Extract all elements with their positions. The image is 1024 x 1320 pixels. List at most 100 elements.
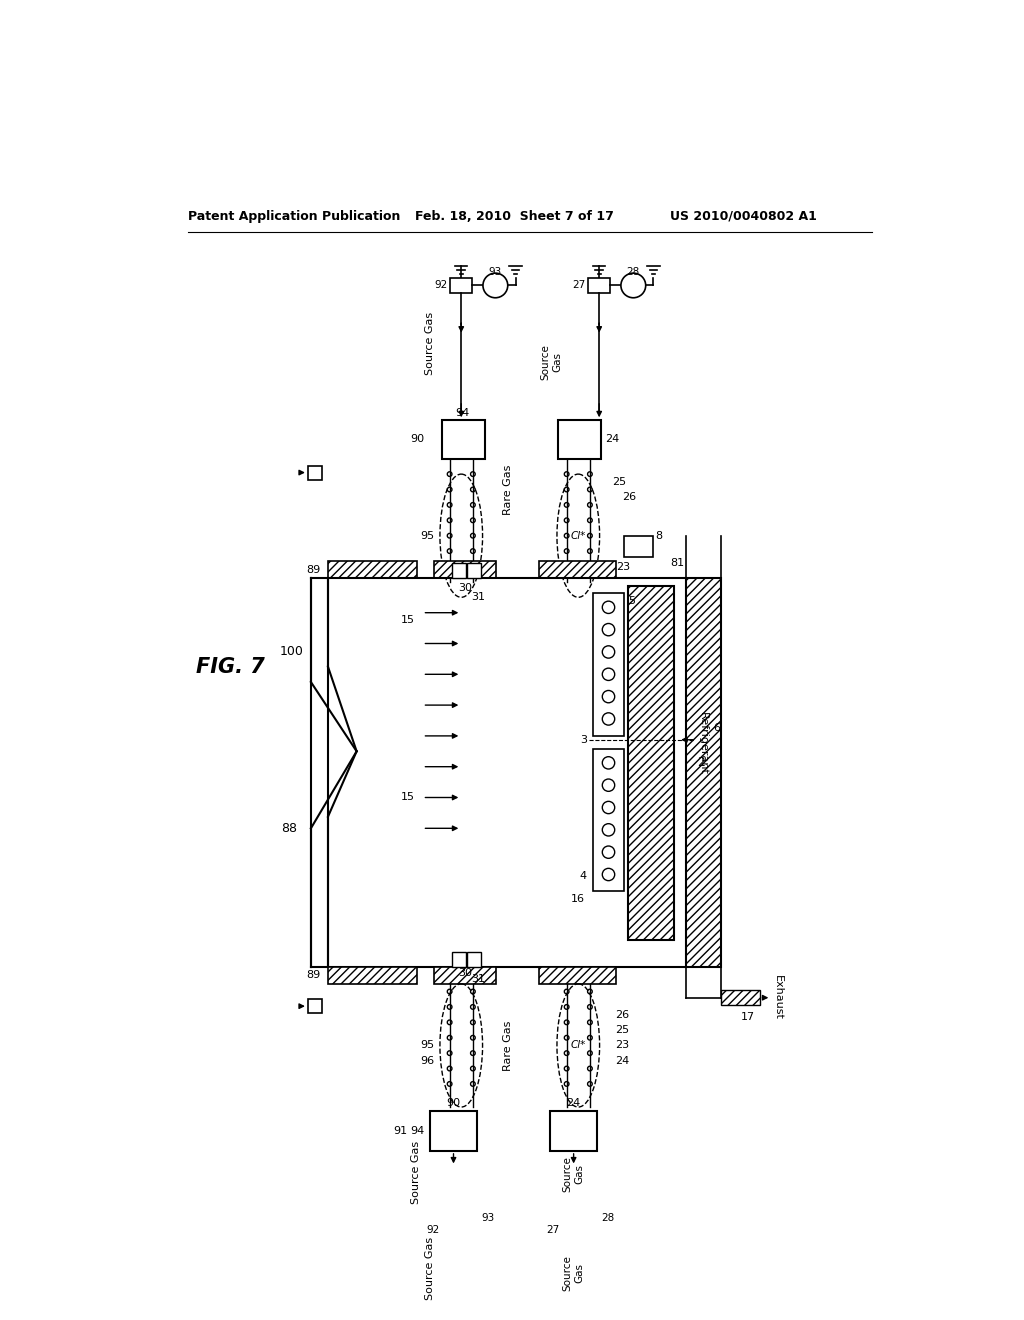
Circle shape: [588, 1020, 592, 1024]
Text: Source Gas: Source Gas: [425, 312, 435, 375]
Circle shape: [471, 1081, 475, 1086]
Circle shape: [471, 533, 475, 539]
Text: 16: 16: [571, 894, 586, 904]
Circle shape: [602, 668, 614, 681]
Circle shape: [471, 517, 475, 523]
Circle shape: [588, 487, 592, 492]
Circle shape: [588, 1051, 592, 1056]
Bar: [430, 1111, 477, 1151]
Text: US 2010/0040802 A1: US 2010/0040802 A1: [671, 210, 817, 223]
Circle shape: [471, 1005, 475, 1010]
Text: 31: 31: [471, 593, 485, 602]
Circle shape: [475, 1218, 500, 1242]
Text: Cl*: Cl*: [570, 531, 586, 541]
Circle shape: [564, 1067, 569, 1071]
Circle shape: [564, 471, 569, 477]
Circle shape: [588, 533, 592, 539]
Text: 23: 23: [614, 1040, 629, 1051]
Text: 93: 93: [488, 267, 502, 277]
Circle shape: [447, 487, 452, 492]
Text: 31: 31: [471, 974, 485, 985]
Text: 26: 26: [623, 492, 637, 502]
Text: 6: 6: [713, 723, 720, 733]
Text: 24: 24: [604, 434, 618, 445]
Circle shape: [588, 989, 592, 994]
Circle shape: [471, 549, 475, 553]
Bar: [308, 999, 322, 1014]
Text: 24: 24: [614, 1056, 629, 1065]
Circle shape: [602, 645, 614, 659]
Circle shape: [447, 549, 452, 553]
Circle shape: [602, 713, 614, 725]
Circle shape: [588, 1005, 592, 1010]
Text: 8: 8: [655, 531, 663, 541]
Text: 3: 3: [580, 735, 587, 744]
Bar: [452, 562, 466, 578]
Circle shape: [595, 1218, 621, 1242]
Bar: [624, 536, 653, 557]
Text: 24: 24: [566, 1098, 581, 1109]
Circle shape: [447, 1035, 452, 1040]
Bar: [550, 1111, 597, 1151]
Bar: [434, 561, 496, 578]
Text: 25: 25: [614, 1026, 629, 1035]
Bar: [593, 748, 624, 891]
Text: 92: 92: [434, 280, 447, 290]
Circle shape: [447, 564, 452, 569]
Bar: [328, 561, 417, 578]
Circle shape: [588, 1067, 592, 1071]
Text: 95: 95: [420, 531, 434, 541]
Text: Refrigerant: Refrigerant: [697, 713, 708, 775]
Circle shape: [588, 564, 592, 569]
Text: 4: 4: [580, 871, 587, 880]
Text: 30: 30: [458, 968, 472, 978]
Bar: [628, 586, 675, 940]
Circle shape: [471, 564, 475, 569]
Circle shape: [588, 1081, 592, 1086]
Circle shape: [471, 503, 475, 507]
Text: 94: 94: [456, 408, 470, 417]
Text: 93: 93: [481, 1213, 495, 1222]
Text: 23: 23: [616, 561, 631, 572]
Circle shape: [471, 1067, 475, 1071]
Circle shape: [447, 471, 452, 477]
Circle shape: [564, 1020, 569, 1024]
Text: 91: 91: [393, 1126, 407, 1137]
Text: 27: 27: [547, 1225, 560, 1236]
Circle shape: [447, 1051, 452, 1056]
Text: 88: 88: [281, 822, 297, 834]
Text: 27: 27: [572, 280, 586, 290]
Text: 89: 89: [306, 970, 321, 981]
Circle shape: [471, 1051, 475, 1056]
Circle shape: [588, 517, 592, 523]
Text: 2: 2: [697, 756, 706, 770]
Circle shape: [602, 623, 614, 636]
Bar: [442, 1222, 464, 1238]
Circle shape: [588, 1035, 592, 1040]
Bar: [721, 990, 760, 1006]
Circle shape: [602, 690, 614, 702]
Circle shape: [564, 503, 569, 507]
Circle shape: [602, 846, 614, 858]
Text: FIG. 7: FIG. 7: [197, 656, 265, 677]
Bar: [434, 966, 496, 983]
Bar: [452, 952, 466, 966]
Circle shape: [602, 869, 614, 880]
Bar: [558, 420, 601, 459]
Text: 90: 90: [446, 1098, 461, 1109]
Circle shape: [471, 1035, 475, 1040]
Text: 96: 96: [420, 1056, 434, 1065]
Circle shape: [602, 779, 614, 792]
Circle shape: [471, 471, 475, 477]
Text: Cl*: Cl*: [570, 1040, 586, 1051]
Text: 28: 28: [627, 267, 640, 277]
Circle shape: [447, 989, 452, 994]
Circle shape: [447, 1081, 452, 1086]
Text: 89: 89: [306, 565, 321, 574]
Circle shape: [588, 503, 592, 507]
Circle shape: [564, 487, 569, 492]
Text: 90: 90: [411, 434, 425, 445]
Text: Source
Gas: Source Gas: [563, 1156, 585, 1192]
Circle shape: [588, 471, 592, 477]
Bar: [593, 594, 624, 737]
